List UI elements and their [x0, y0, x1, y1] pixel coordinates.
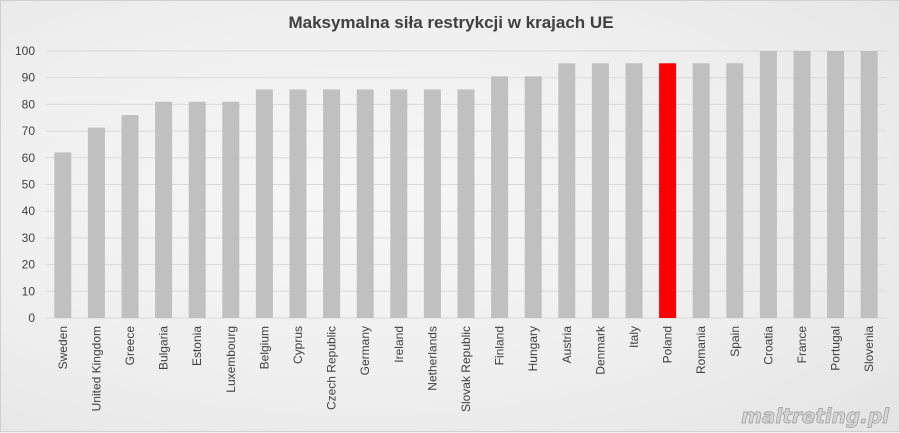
y-tick-label: 90	[22, 71, 36, 85]
bar-cyprus	[289, 89, 307, 318]
x-tick-label: Spain	[728, 326, 742, 357]
bar-belgium	[255, 89, 273, 318]
x-tick-label: Belgium	[257, 326, 271, 369]
y-tick-label: 40	[22, 204, 36, 218]
y-tick-label: 60	[22, 151, 36, 165]
y-tick-label: 70	[22, 124, 36, 138]
x-tick-label: Finland	[493, 326, 507, 365]
x-tick-label: Cyprus	[291, 326, 305, 364]
bar-portugal	[827, 51, 845, 318]
bar-czech-republic	[323, 89, 341, 318]
x-axis-ticks: Sweden United Kingdom Greece Bulgaria Estoni…	[56, 325, 876, 412]
x-tick-label: Germany	[358, 326, 372, 375]
y-tick-label: 0	[28, 311, 35, 325]
bar-romania	[692, 63, 710, 319]
x-tick-label: Denmark	[593, 325, 607, 375]
x-tick-label: Slovenia	[862, 326, 876, 372]
x-tick-label: Bulgaria	[157, 326, 171, 370]
y-tick-label: 10	[22, 284, 36, 298]
x-tick-label: Poland	[661, 326, 675, 363]
bar-finland	[491, 76, 509, 319]
y-tick-label: 50	[22, 178, 36, 192]
bar-spain	[726, 63, 744, 319]
x-tick-label: Hungary	[526, 326, 540, 371]
bar-ireland	[390, 89, 408, 318]
bar-denmark	[591, 63, 609, 319]
x-tick-label: Greece	[123, 326, 137, 366]
x-tick-label: United Kingdom	[89, 326, 103, 411]
bar-germany	[356, 89, 374, 318]
x-tick-label: Romania	[694, 326, 708, 374]
x-tick-label: Netherlands	[425, 326, 439, 391]
x-tick-label: Ireland	[392, 326, 406, 363]
bar-luxembourg	[222, 101, 240, 318]
bar-italy	[625, 63, 643, 319]
watermark-logo: maltreting.pl	[741, 404, 890, 428]
x-tick-label: Italy	[627, 326, 641, 348]
bar-croatia	[759, 51, 777, 318]
x-tick-label: Austria	[560, 326, 574, 364]
bar-france	[793, 51, 811, 318]
x-tick-label: Czech Republic	[325, 326, 339, 410]
bar-slovenia	[860, 51, 878, 318]
y-tick-label: 100	[15, 44, 35, 58]
x-tick-label: Sweden	[56, 326, 70, 369]
bar-bulgaria	[155, 101, 173, 318]
x-tick-label: Slovak Republic	[459, 326, 473, 412]
bars	[54, 51, 878, 319]
x-tick-label: Croatia	[761, 326, 775, 365]
y-tick-label: 30	[22, 231, 36, 245]
chart-title: Maksymalna siła restrykcji w krajach UE	[288, 13, 613, 32]
y-tick-label: 80	[22, 97, 36, 111]
bar-slovak-republic	[457, 89, 475, 318]
bar-austria	[558, 63, 576, 319]
bar-poland	[659, 63, 677, 319]
bar-netherlands	[423, 89, 441, 318]
bar-united-kingdom	[87, 127, 105, 318]
bar-estonia	[188, 101, 206, 318]
y-tick-label: 20	[22, 258, 36, 272]
y-axis-ticks: 0 10 20 30 40 50 60 70 80 90 100	[15, 44, 35, 325]
bar-sweden	[54, 152, 72, 318]
x-tick-label: France	[795, 326, 809, 364]
bar-greece	[121, 115, 139, 318]
x-tick-label: Portugal	[829, 326, 843, 371]
x-tick-label: Luxembourg	[224, 326, 238, 393]
x-tick-label: Estonia	[190, 326, 204, 366]
bar-hungary	[524, 76, 542, 319]
